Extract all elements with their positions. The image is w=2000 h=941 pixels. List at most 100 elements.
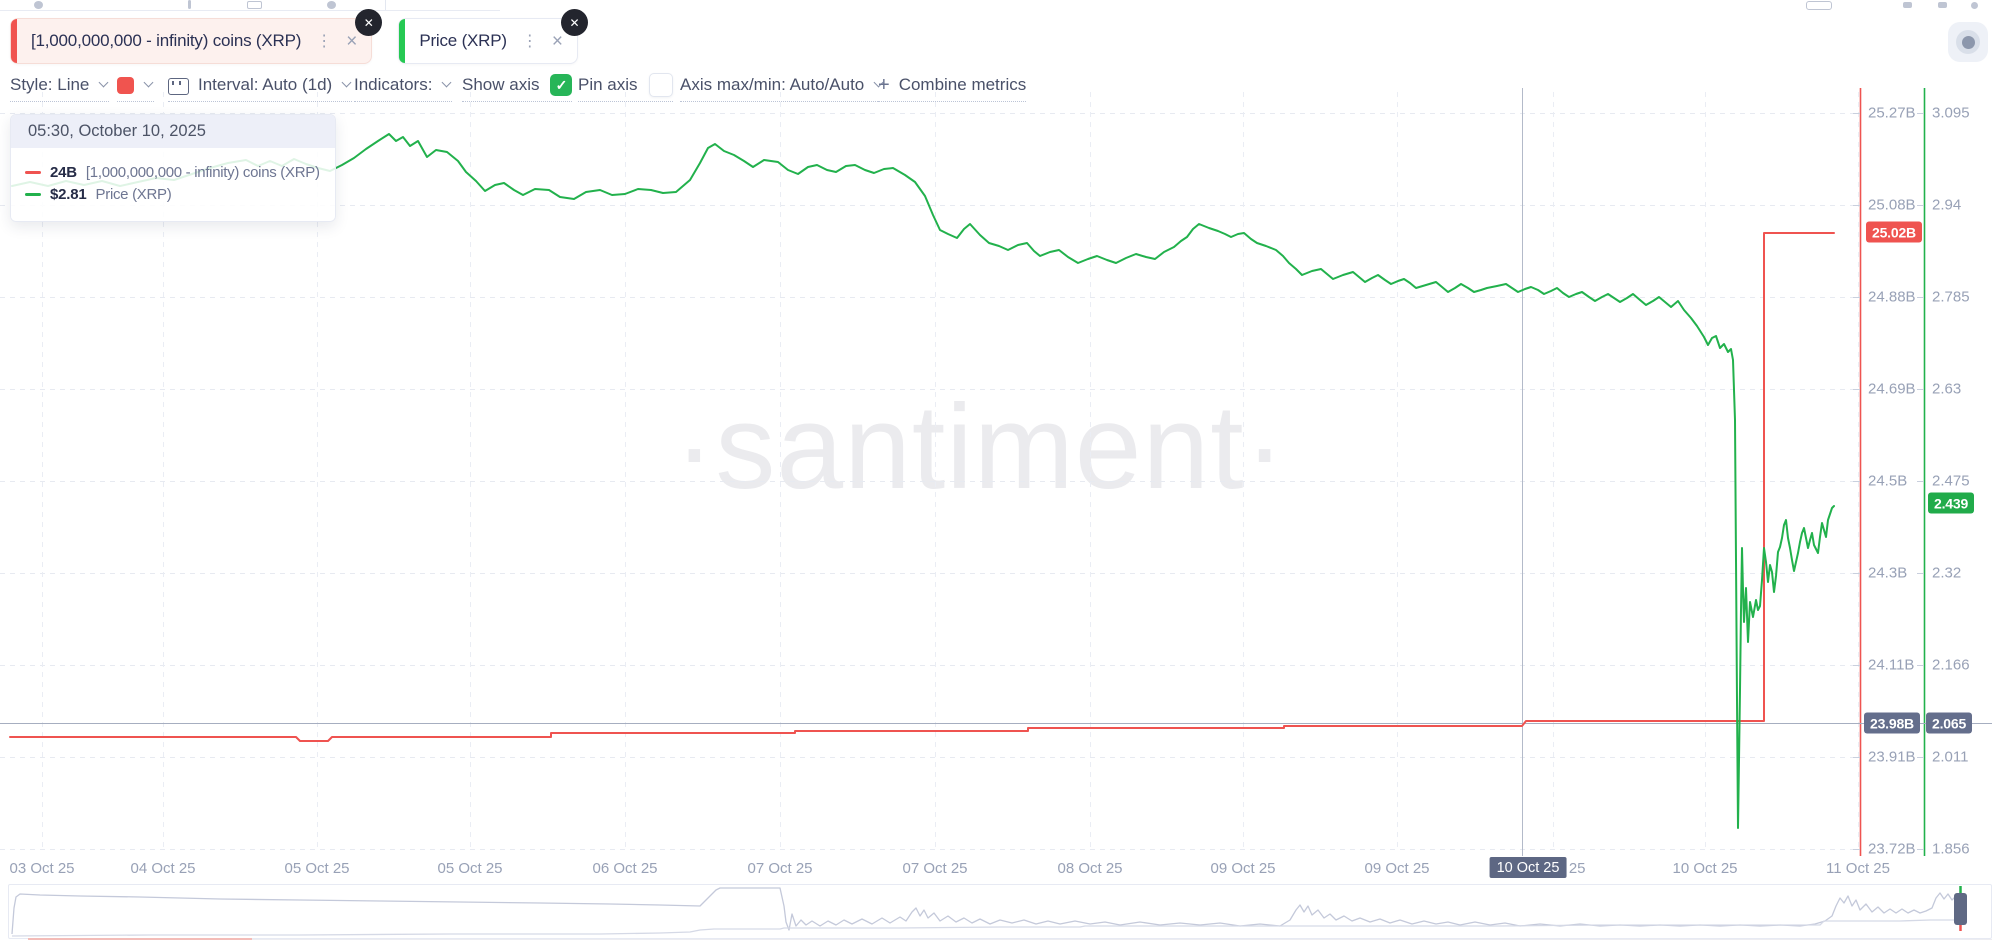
interval-dropdown-label: Interval: Auto (1d) [198, 75, 333, 94]
indicators-dropdown-label: Indicators: [354, 75, 433, 94]
y-tick-label-supply: 24.69B [1868, 380, 1916, 398]
pin-axis-label: Pin axis [578, 75, 638, 94]
last-value-badge-supply: 25.02B [1866, 221, 1922, 243]
crosshair-value-badge-price: 2.065 [1926, 712, 1973, 734]
axis-maxmin-label: Axis max/min: Auto/Auto [680, 75, 865, 94]
x-tick-label: 09 Oct 25 [1210, 860, 1276, 877]
metric-chip-label: [1,000,000,000 - infinity) coins (XRP) [31, 31, 302, 50]
x-tick-label: 05 Oct 25 [284, 860, 350, 877]
tooltip-datetime: 05:30, October 10, 2025 [11, 115, 335, 148]
bottom-edge-line [252, 938, 1992, 940]
cropped-toolbar-icon[interactable] [1938, 2, 1947, 8]
last-value-badge-price: 2.439 [1928, 492, 1975, 514]
pin-axis-toggle[interactable]: Pin axis [578, 73, 673, 102]
combine-metrics-button[interactable]: + Combine metrics [878, 73, 1027, 102]
chevron-down-icon [144, 78, 154, 88]
x-tick-label: 04 Oct 25 [130, 860, 196, 877]
metric-remove-badge[interactable]: ✕ [560, 9, 588, 36]
bottom-edge-red-line [28, 938, 252, 940]
color-picker[interactable] [117, 74, 154, 102]
show-axis-checkbox[interactable]: ✓ [550, 74, 573, 96]
tooltip-label: Price (XRP) [95, 186, 172, 203]
metric-close-icon[interactable]: × [346, 30, 358, 52]
x-tick-label: 10 Oct 25 [1672, 860, 1738, 877]
y-tick-label-supply: 24.3B [1868, 564, 1908, 582]
metric-menu-icon[interactable]: ⋮ [316, 31, 333, 50]
tooltip-body: 24B [1,000,000,000 - infinity) coins (XR… [11, 148, 335, 221]
tooltip-row-supply: 24B [1,000,000,000 - infinity) coins (XR… [25, 164, 321, 181]
series-dash-icon [25, 192, 41, 197]
show-axis-label: Show axis [462, 75, 540, 94]
metric-close-icon[interactable]: × [551, 30, 563, 52]
metric-menu-icon[interactable]: ⋮ [521, 31, 538, 50]
x-tick-label: 07 Oct 25 [902, 860, 968, 877]
x-tick-label: 08 Oct 25 [1057, 860, 1123, 877]
calendar-icon [168, 77, 189, 95]
style-dropdown[interactable]: Style: Line [10, 74, 110, 102]
chevron-down-icon [99, 78, 109, 88]
timeline-navigator[interactable] [8, 884, 1992, 939]
x-tick-label: 06 Oct 25 [592, 860, 658, 877]
color-swatch[interactable] [117, 76, 134, 94]
cropped-toolbar-icon[interactable] [247, 1, 262, 9]
metric-tabs: [1,000,000,000 - infinity) coins (XRP) ⋮… [10, 9, 588, 64]
metric-chip-label: Price (XRP) [419, 31, 507, 50]
tooltip-value: $2.81 [50, 186, 87, 203]
indicators-dropdown[interactable]: Indicators: [354, 74, 453, 102]
crosshair-date-badge: 10 Oct 25 [1489, 857, 1567, 878]
axis-maxmin-dropdown[interactable]: Axis max/min: Auto/Auto [680, 74, 885, 102]
metric-chip-price[interactable]: Price (XRP) ⋮ × ✕ [398, 9, 588, 64]
y-tick-label-price: 1.856 [1932, 840, 1970, 858]
chevron-down-icon [442, 78, 452, 88]
cropped-toolbar-icon[interactable] [188, 0, 191, 9]
x-tick-label: 09 Oct 25 [1364, 860, 1430, 877]
chevron-down-icon [342, 78, 352, 88]
y-tick-label-supply: 24.11B [1868, 656, 1915, 674]
x-tick-label: 11 Oct 25 [1826, 860, 1890, 877]
x-tick-label: 10 Oct 25 [1520, 860, 1586, 877]
x-tick-label: 07 Oct 25 [747, 860, 813, 877]
navigator-drag-handle[interactable] [1954, 893, 1967, 925]
cropped-toolbar-icon[interactable] [1971, 2, 1978, 9]
combine-metrics-label: Combine metrics [898, 75, 1027, 94]
tooltip-label: [1,000,000,000 - infinity) coins (XRP) [85, 164, 320, 181]
santiment-watermark: ·santiment· [674, 380, 1286, 514]
y-tick-label-price: 2.94 [1932, 196, 1962, 214]
cropped-toolbar-icon[interactable] [34, 1, 43, 9]
record-icon [1956, 30, 1980, 54]
y-tick-label-supply: 23.91B [1868, 748, 1916, 766]
metric-color-bar [399, 19, 406, 63]
cropped-toolbar-icon[interactable] [1903, 2, 1912, 8]
y-tick-label-supply: 25.27B [1868, 104, 1916, 122]
metric-remove-badge[interactable]: ✕ [355, 9, 383, 36]
tooltip-value: 24B [50, 164, 77, 181]
x-tick-label: 03 Oct 25 [9, 860, 75, 877]
y-tick-label-supply: 23.72B [1868, 840, 1916, 858]
metric-color-bar [11, 19, 17, 63]
y-tick-label-price: 2.166 [1932, 656, 1970, 674]
circle-indicator-button[interactable] [1948, 22, 1988, 62]
pin-axis-checkbox[interactable] [648, 73, 673, 97]
cropped-toolbar-icon[interactable] [327, 1, 336, 9]
y-tick-label-price: 2.785 [1932, 288, 1970, 306]
y-tick-label-price: 2.32 [1932, 564, 1962, 582]
chart-tooltip: 05:30, October 10, 2025 24B [1,000,000,0… [10, 114, 336, 222]
metric-chip-supply[interactable]: [1,000,000,000 - infinity) coins (XRP) ⋮… [10, 9, 383, 64]
interval-dropdown[interactable]: Interval: Auto (1d) [168, 74, 353, 102]
style-dropdown-label: Style: Line [10, 75, 90, 94]
y-tick-label-price: 2.63 [1932, 380, 1962, 398]
y-tick-label-supply: 24.88B [1868, 288, 1916, 306]
toolbar-bottom-border [0, 10, 500, 11]
y-tick-label-supply: 25.08B [1868, 196, 1916, 214]
x-tick-label: 05 Oct 25 [437, 860, 503, 877]
cropped-top-toolbar [0, 0, 2000, 11]
y-tick-label-price: 2.475 [1932, 472, 1970, 490]
plus-icon: + [878, 73, 890, 96]
y-tick-label-price: 3.095 [1932, 104, 1970, 122]
show-axis-toggle[interactable]: Show axis ✓ [462, 74, 573, 102]
crosshair-value-badge-supply: 23.98B [1864, 712, 1920, 734]
tooltip-row-price: $2.81 Price (XRP) [25, 186, 321, 203]
y-tick-label-price: 2.011 [1932, 748, 1969, 766]
cropped-toolbar-icon[interactable] [1806, 1, 1832, 10]
series-dash-icon [25, 170, 41, 175]
